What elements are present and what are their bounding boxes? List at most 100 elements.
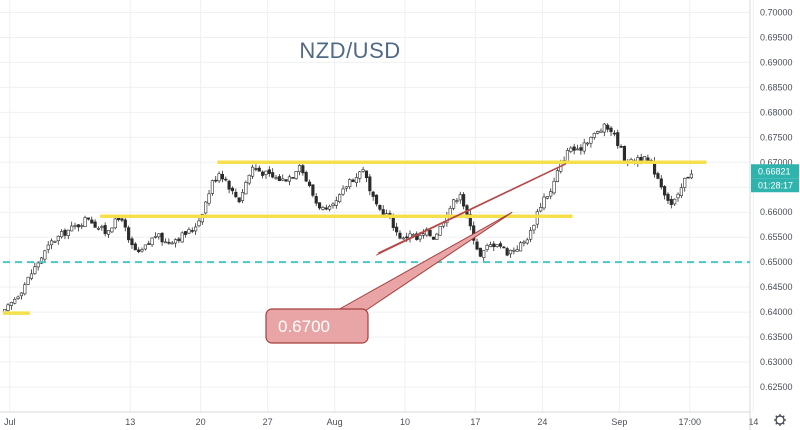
- candle-body: [36, 262, 40, 268]
- candle: [552, 177, 556, 195]
- candle-body: [113, 218, 117, 229]
- candle: [619, 144, 623, 149]
- candle: [281, 174, 285, 182]
- candle: [247, 174, 251, 186]
- candle-body: [86, 217, 91, 220]
- candle: [408, 230, 412, 243]
- candle-body: [130, 238, 134, 246]
- candle: [354, 173, 358, 187]
- candle-body: [311, 184, 315, 196]
- candle-body: [294, 171, 298, 179]
- y-tick-label: 0.69500: [760, 32, 793, 42]
- candle-body: [585, 142, 590, 145]
- candle-body: [663, 186, 667, 196]
- candle: [237, 197, 241, 204]
- candle-body: [425, 228, 429, 236]
- candle-body: [90, 219, 94, 224]
- candle-body: [147, 243, 151, 245]
- y-tick-label: 0.64000: [760, 307, 793, 317]
- candle: [596, 130, 600, 135]
- candle: [284, 179, 288, 183]
- candle: [224, 176, 228, 182]
- candle: [214, 176, 218, 183]
- candle: [63, 228, 67, 240]
- candle-body: [304, 172, 308, 182]
- gear-icon[interactable]: [774, 414, 786, 426]
- candle-body: [70, 225, 74, 232]
- x-tick-label: 14: [748, 417, 758, 427]
- candle-body: [307, 181, 312, 186]
- candle: [33, 262, 37, 275]
- candle: [475, 238, 479, 251]
- candle-body: [197, 220, 201, 227]
- candle: [398, 230, 402, 240]
- candle-body: [458, 194, 462, 201]
- countdown-label: 01:28:17: [758, 181, 793, 191]
- candle-body: [76, 224, 80, 228]
- candle-body: [157, 233, 161, 238]
- y-tick-label: 0.67000: [760, 157, 793, 167]
- candle: [462, 192, 466, 210]
- candle-body: [592, 133, 596, 138]
- candle: [683, 177, 687, 192]
- candle: [197, 217, 201, 228]
- x-tick-label: 27: [263, 417, 273, 427]
- candle: [100, 224, 104, 231]
- y-tick-label: 0.62500: [760, 382, 793, 392]
- candle: [368, 174, 372, 196]
- candle-body: [582, 142, 586, 152]
- candle-body: [475, 241, 479, 250]
- candle: [56, 235, 60, 245]
- candle: [599, 128, 603, 133]
- candle: [358, 170, 362, 183]
- candle-body: [435, 233, 439, 240]
- candle-body: [596, 131, 600, 134]
- candle: [70, 221, 74, 232]
- candle-body: [549, 191, 553, 197]
- candle-body: [371, 191, 375, 197]
- candle-body: [368, 176, 372, 192]
- candle: [348, 178, 352, 190]
- candle: [458, 191, 462, 204]
- candle-body: [683, 177, 687, 188]
- candle-body: [572, 146, 576, 151]
- candle: [304, 170, 308, 183]
- candle: [13, 297, 17, 305]
- candle: [314, 193, 318, 207]
- candle: [76, 224, 80, 232]
- candle-body: [529, 230, 533, 240]
- candle: [137, 247, 141, 254]
- x-tick-label: 20: [196, 417, 206, 427]
- candle-body: [673, 198, 677, 205]
- candle: [184, 231, 188, 238]
- candle-body: [267, 169, 271, 174]
- candle-body: [26, 276, 30, 285]
- trendline-edge: [375, 163, 567, 256]
- x-tick-label: Sep: [611, 417, 627, 427]
- candle: [331, 202, 335, 209]
- candle: [264, 170, 268, 179]
- candle: [609, 126, 613, 136]
- candle-body: [257, 167, 261, 172]
- candle-body: [284, 179, 288, 182]
- candle-body: [602, 123, 606, 133]
- candle: [482, 250, 486, 262]
- candle: [190, 227, 194, 234]
- candle: [90, 216, 94, 224]
- y-tick-label: 0.68500: [760, 82, 793, 92]
- candle-body: [488, 244, 492, 248]
- candle-body: [338, 194, 342, 203]
- candle-body: [13, 299, 17, 304]
- candle: [505, 246, 509, 257]
- candle: [589, 136, 593, 148]
- candle: [291, 177, 295, 179]
- candle-body: [217, 173, 221, 182]
- candle: [153, 232, 157, 239]
- candle-body: [274, 177, 278, 179]
- candle-body: [133, 243, 137, 251]
- candle: [267, 166, 271, 177]
- candle-body: [271, 172, 275, 178]
- candle: [254, 164, 258, 172]
- candle-body: [210, 180, 214, 194]
